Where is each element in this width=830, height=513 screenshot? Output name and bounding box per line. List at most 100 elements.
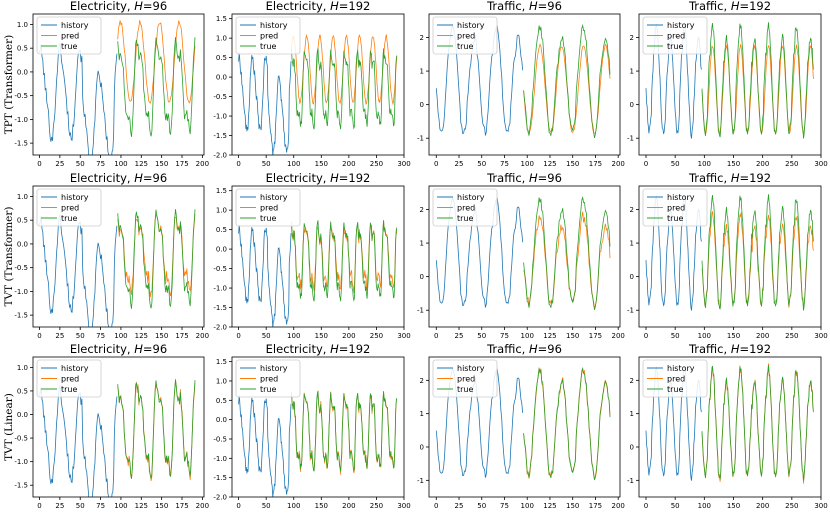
legend-box xyxy=(235,188,301,227)
y-tick-label: 1.0 xyxy=(216,35,227,43)
x-tick-label: 200 xyxy=(756,160,769,168)
x-tick-label: 200 xyxy=(756,502,769,510)
x-tick-label: 100 xyxy=(698,160,711,168)
legend-box xyxy=(432,16,498,55)
x-tick-label: 175 xyxy=(175,160,188,168)
axes-frame xyxy=(231,185,405,328)
y-tick-label: 0 xyxy=(420,444,424,452)
x-tick-label: 150 xyxy=(315,502,328,510)
x-tick-label: 150 xyxy=(315,332,328,340)
legend-box xyxy=(36,359,102,398)
x-tick-label: 0 xyxy=(236,332,240,340)
x-tick-label: 0 xyxy=(37,502,41,510)
y-tick-label: 1 xyxy=(420,68,424,76)
legend-label: true xyxy=(457,385,473,394)
x-tick-label: 200 xyxy=(611,332,624,340)
legend-box xyxy=(642,16,708,55)
axes-frame xyxy=(428,356,621,498)
x-tick-label: 150 xyxy=(155,502,168,510)
axes-frame xyxy=(428,13,621,156)
x-tick-label: 175 xyxy=(175,332,188,340)
x-tick-label: 50 xyxy=(262,502,271,510)
panel-title: Electricity, H=192 xyxy=(266,0,371,13)
x-tick-label: 150 xyxy=(727,332,740,340)
legend-label: true xyxy=(61,214,77,223)
x-tick-label: 0 xyxy=(434,502,438,510)
true-line xyxy=(701,194,814,311)
x-tick-label: 175 xyxy=(175,502,188,510)
y-tick-label: -1 xyxy=(627,307,634,315)
y-tick-label: 0.5 xyxy=(216,226,227,234)
y-tick-label: -1.0 xyxy=(213,285,227,293)
y-tick-label: 2 xyxy=(630,206,634,214)
y-tick-label: -0.5 xyxy=(14,264,28,272)
y-tick-label: 0 xyxy=(420,273,424,281)
x-tick-label: 25 xyxy=(55,332,64,340)
x-tick-label: 200 xyxy=(342,332,355,340)
panel-r3-c2: Electricity, H=192 0 50 100 150 200 250 300 -2.0… xyxy=(213,342,410,510)
legend-label: true xyxy=(260,42,276,51)
y-tick-label: 0 xyxy=(630,444,634,452)
y-tick-label: -1.0 xyxy=(213,113,227,121)
x-tick-label: 300 xyxy=(397,502,410,510)
y-tick-label: -1.5 xyxy=(213,474,227,482)
x-tick-label: 150 xyxy=(155,160,168,168)
x-tick-label: 200 xyxy=(342,160,355,168)
legend-label: history xyxy=(457,364,485,373)
x-tick-label: 100 xyxy=(114,332,127,340)
legend-label: history xyxy=(667,364,695,373)
y-tick-label: 1.0 xyxy=(216,377,227,385)
y-tick-label: 0.5 xyxy=(17,387,28,395)
legend-label: pred xyxy=(260,32,278,41)
x-tick-label: 200 xyxy=(756,332,769,340)
x-tick-label: 50 xyxy=(671,160,680,168)
y-tick-label: -0.5 xyxy=(14,435,28,443)
y-tick-label: 1.0 xyxy=(17,193,28,201)
y-tick-label: -0.5 xyxy=(213,93,227,101)
x-tick-label: 175 xyxy=(589,332,602,340)
x-tick-label: 125 xyxy=(543,332,556,340)
row-label: TPT (Transformer) xyxy=(3,35,15,134)
x-tick-label: 250 xyxy=(785,332,798,340)
x-tick-label: 0 xyxy=(644,160,648,168)
x-tick-label: 250 xyxy=(370,502,383,510)
x-tick-label: 0 xyxy=(644,332,648,340)
pred-line xyxy=(291,33,398,106)
x-tick-label: 200 xyxy=(196,502,209,510)
y-tick-label: 0 xyxy=(630,273,634,281)
y-tick-label: -1.5 xyxy=(14,140,28,148)
x-tick-label: 200 xyxy=(196,332,209,340)
legend-label: pred xyxy=(667,32,685,41)
x-tick-label: 300 xyxy=(814,160,827,168)
y-tick-label: 0.0 xyxy=(216,416,227,424)
y-tick-label: 0.0 xyxy=(17,240,28,248)
legend-label: true xyxy=(667,42,683,51)
x-tick-label: 200 xyxy=(611,502,624,510)
x-tick-label: 50 xyxy=(477,160,486,168)
y-tick-label: 1 xyxy=(420,240,424,248)
y-tick-label: -1.0 xyxy=(14,288,28,296)
legend-label: history xyxy=(61,21,89,30)
x-tick-label: 0 xyxy=(644,502,648,510)
x-tick-label: 100 xyxy=(698,332,711,340)
panel-title: Electricity, H=192 xyxy=(266,171,371,185)
panel-r1-c2: Electricity, H=192 0 50 100 150 200 250 300 -2.0… xyxy=(213,0,410,168)
y-tick-label: -2.0 xyxy=(213,494,227,502)
x-tick-label: 75 xyxy=(96,332,105,340)
x-tick-label: 100 xyxy=(114,502,127,510)
x-tick-label: 0 xyxy=(236,502,240,510)
x-tick-label: 200 xyxy=(611,160,624,168)
panel-r1-c3: Traffic, H=96 0 25 50 75 100 125 150 175 200 -1 0 1 2… xyxy=(417,0,625,168)
legend-box xyxy=(36,188,102,227)
y-tick-label: 1.0 xyxy=(17,21,28,29)
x-tick-label: 50 xyxy=(76,160,85,168)
y-tick-label: 0.0 xyxy=(17,411,28,419)
x-tick-label: 100 xyxy=(287,502,300,510)
x-tick-label: 25 xyxy=(55,160,64,168)
axes-frame xyxy=(428,185,621,328)
x-tick-label: 125 xyxy=(135,332,148,340)
y-tick-label: 0.5 xyxy=(17,45,28,53)
